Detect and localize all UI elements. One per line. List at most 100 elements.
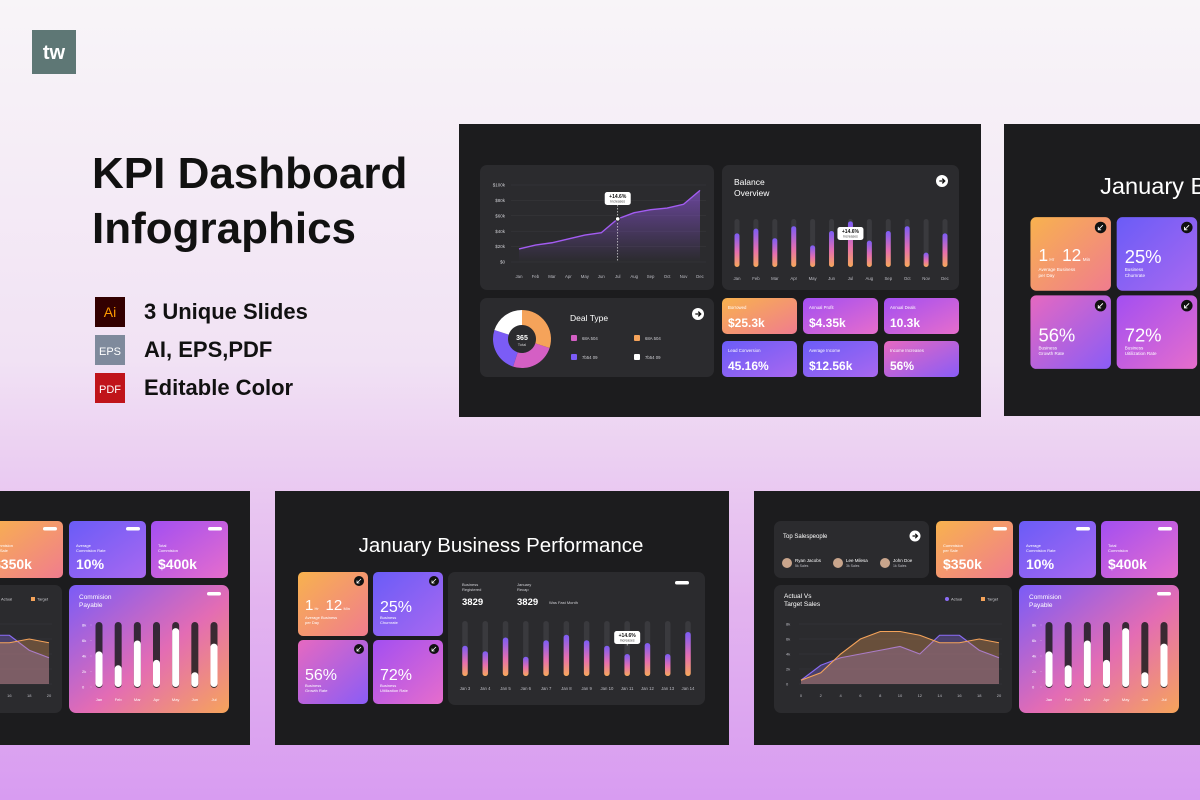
y-tick-label: $0	[500, 260, 506, 265]
person-sales: 3k Sales	[846, 564, 860, 568]
tooltip-value: +14.6%	[609, 194, 627, 200]
x-tick-label: 20	[47, 693, 52, 698]
stat-value: 12	[326, 597, 343, 614]
x-tick-label: Jan 3	[460, 686, 471, 691]
bar	[772, 238, 778, 267]
bar	[523, 656, 529, 676]
logo-box	[32, 30, 76, 74]
y-tick-label: 4k	[82, 654, 86, 659]
x-tick-label: 4	[839, 693, 842, 698]
stat-value: 10%	[76, 556, 105, 572]
stat-value: 72%	[380, 667, 412, 684]
y-tick-label: 6k	[1032, 638, 1036, 643]
x-tick-label: May	[1122, 697, 1130, 702]
x-tick-label: 10	[898, 693, 903, 698]
line	[0, 634, 50, 659]
y-tick-label: 4k	[1032, 654, 1036, 659]
y-tick-label: 2k	[786, 667, 790, 672]
x-tick-label: Dec	[941, 276, 949, 281]
stat-card	[151, 521, 228, 578]
stat-card	[298, 640, 368, 704]
highlight-point	[615, 216, 621, 222]
stat-card	[1030, 217, 1111, 291]
bar	[1122, 628, 1130, 687]
stat-label: Business	[1125, 267, 1144, 272]
x-tick-label: Mar	[1084, 697, 1092, 702]
stat-card	[298, 572, 368, 636]
corner-arrow	[431, 646, 437, 652]
x-tick-label: 14	[937, 693, 942, 698]
stat-label: Growth Rate	[1038, 351, 1064, 356]
kpi-value: $12.56k	[809, 359, 853, 373]
panel-title: Balance	[734, 177, 765, 187]
person-sales: 1k Sales	[893, 564, 907, 568]
stat-card	[1101, 521, 1178, 578]
stat-label: Growth Rate	[305, 688, 328, 693]
stat-label: Commision	[943, 543, 963, 548]
x-tick-label: Jan 8	[561, 686, 572, 691]
y-tick-label: 8k	[82, 623, 86, 628]
stat-label: Total	[1108, 543, 1117, 548]
slide-content: $100k $80k $60k $40k $20k $0 Jan Feb Mar Apr May Ju…	[459, 124, 981, 417]
x-tick-label: Aug	[866, 276, 874, 281]
arrow-icon	[939, 178, 946, 184]
x-tick-label: Sep	[647, 274, 655, 279]
stat-card	[936, 521, 1013, 578]
menu-pill	[675, 581, 689, 585]
x-tick-label: Apr	[1103, 697, 1110, 702]
x-tick-label: Jan 10	[600, 686, 614, 691]
stat-unit: Hr	[315, 606, 320, 611]
stat-note: Was Fast Month	[549, 600, 578, 605]
x-tick-label: Jul	[615, 274, 621, 279]
x-tick-label: May	[172, 697, 180, 702]
slide-overview: $100k $80k $60k $40k $20k $0 Jan Feb Mar Apr May Ju…	[459, 124, 981, 417]
stat-label: January	[517, 582, 531, 587]
kpi-value: 10.3k	[890, 316, 920, 330]
donut-segment	[494, 310, 522, 335]
x-tick-label: Sep	[884, 276, 892, 281]
x-tick-label: Jan 5	[500, 686, 511, 691]
tooltip-box	[614, 631, 641, 644]
bar	[604, 645, 610, 676]
x-tick-label: Feb	[752, 276, 760, 281]
bar-track	[1141, 622, 1149, 688]
bar	[866, 240, 872, 267]
feature-badge	[95, 297, 125, 327]
legend-label: 7b54 09	[645, 355, 661, 360]
bar	[114, 665, 122, 687]
bar-track	[191, 622, 199, 688]
stat-card	[373, 640, 443, 704]
bar	[172, 628, 180, 687]
line	[800, 630, 1000, 681]
feature-badge	[95, 335, 125, 365]
stat-label: per Day	[305, 620, 319, 625]
y-tick-label: 0	[1032, 685, 1035, 690]
tooltip-box	[837, 227, 864, 240]
x-tick-label: Mar	[771, 276, 779, 281]
donut-total-label: Total	[518, 342, 527, 347]
kpi-label: Annual Profit	[809, 305, 834, 310]
line	[518, 189, 701, 250]
kpi-value: 45.16%	[728, 359, 769, 373]
y-tick-label: 2k	[82, 669, 86, 674]
panel	[774, 521, 929, 578]
y-tick-label: $40k	[495, 229, 506, 234]
y-tick-label: $80k	[495, 198, 506, 203]
feature-badge	[95, 373, 125, 403]
kpi-card	[803, 341, 878, 377]
x-tick-label: Jan	[734, 276, 742, 281]
stat-label: Business	[380, 683, 396, 688]
bar	[791, 226, 797, 267]
feature-badge-label: Ai	[104, 304, 116, 320]
x-tick-label: Apr	[153, 697, 160, 702]
stat-label: per Sale	[0, 548, 9, 553]
panel-title: Payable	[1029, 602, 1053, 609]
donut-segment	[513, 343, 550, 368]
x-tick-label: 12	[918, 693, 923, 698]
x-tick-label: Jun	[192, 697, 198, 702]
